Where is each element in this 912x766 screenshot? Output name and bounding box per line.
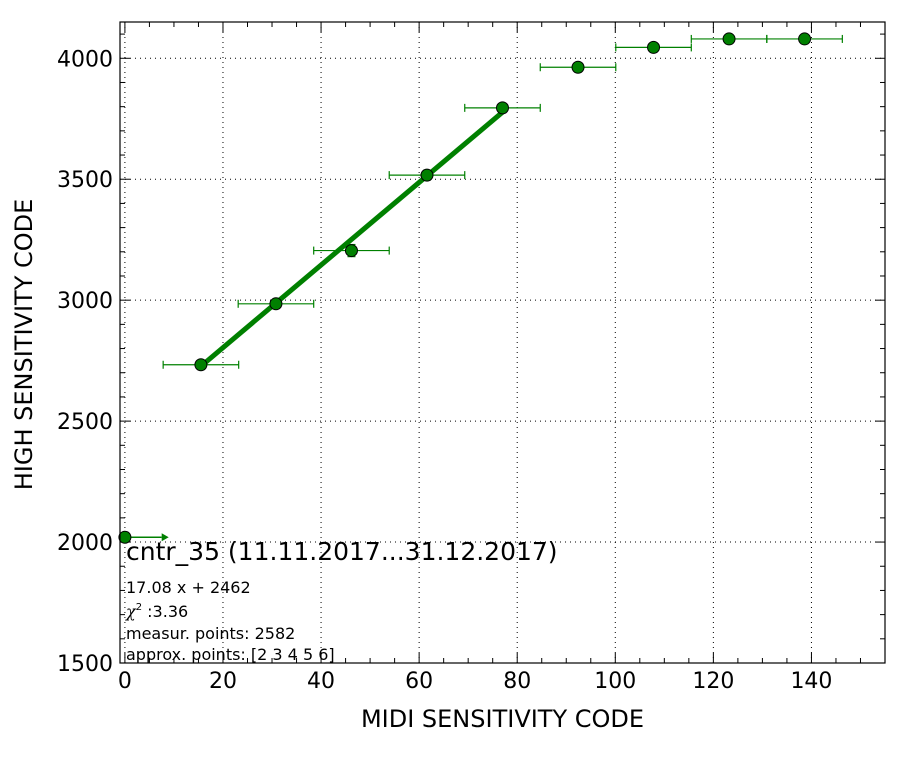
y-tick-label: 1500 bbox=[57, 652, 113, 677]
data-point bbox=[344, 244, 358, 258]
plot-frame bbox=[119, 21, 886, 664]
tick-labels: 0 20 40 60 80 100 120 140 1500 2000 2500 3000 3500 40… bbox=[57, 47, 832, 694]
x-tick-label: 20 bbox=[209, 669, 237, 694]
chi-value: :3.36 bbox=[142, 602, 188, 621]
data-point bbox=[798, 32, 812, 46]
data-point bbox=[118, 530, 132, 544]
data-point bbox=[571, 60, 585, 74]
x-tick-label: 40 bbox=[307, 669, 335, 694]
error-bars bbox=[124, 34, 843, 542]
data-point bbox=[722, 32, 736, 46]
fit-line-layer bbox=[199, 110, 505, 369]
annotation-equation: 17.08 x + 2462 bbox=[126, 578, 251, 597]
annotation-title: cntr_35 (11.11.2017...31.12.2017) bbox=[126, 537, 558, 566]
data-point bbox=[647, 40, 661, 54]
x-tick-label: 60 bbox=[405, 669, 433, 694]
minor-ticks bbox=[120, 22, 885, 664]
y-tick-label: 3000 bbox=[57, 289, 113, 314]
y-tick-label: 2000 bbox=[57, 531, 113, 556]
y-tick-label: 2500 bbox=[57, 410, 113, 435]
data-point bbox=[420, 168, 434, 182]
fit-line bbox=[199, 110, 505, 369]
grid bbox=[120, 22, 885, 664]
data-point bbox=[496, 101, 509, 115]
data-markers bbox=[118, 32, 812, 544]
x-axis-title: MIDI SENSITIVITY CODE bbox=[361, 705, 644, 733]
annotation-chi-square: χ2 :3.36 bbox=[125, 602, 188, 621]
upper-limit-arrowhead bbox=[161, 533, 169, 542]
chi-symbol: χ bbox=[125, 602, 137, 621]
x-tick-label: 100 bbox=[594, 669, 636, 694]
x-tick-label: 80 bbox=[503, 669, 531, 694]
y-tick-label: 4000 bbox=[57, 47, 113, 72]
x-tick-label: 120 bbox=[692, 669, 734, 694]
x-tick-label: 0 bbox=[118, 669, 132, 694]
data-point bbox=[194, 358, 208, 372]
annotation-approx-points: approx. points: [2 3 4 5 6] bbox=[126, 645, 335, 664]
data-point bbox=[269, 297, 283, 311]
chi-superscript: 2 bbox=[136, 602, 142, 613]
annotation-measur-points: measur. points: 2582 bbox=[126, 624, 295, 643]
y-axis-title: HIGH SENSITIVITY CODE bbox=[10, 199, 38, 491]
y-tick-label: 3500 bbox=[57, 168, 113, 193]
x-tick-label: 140 bbox=[790, 669, 832, 694]
